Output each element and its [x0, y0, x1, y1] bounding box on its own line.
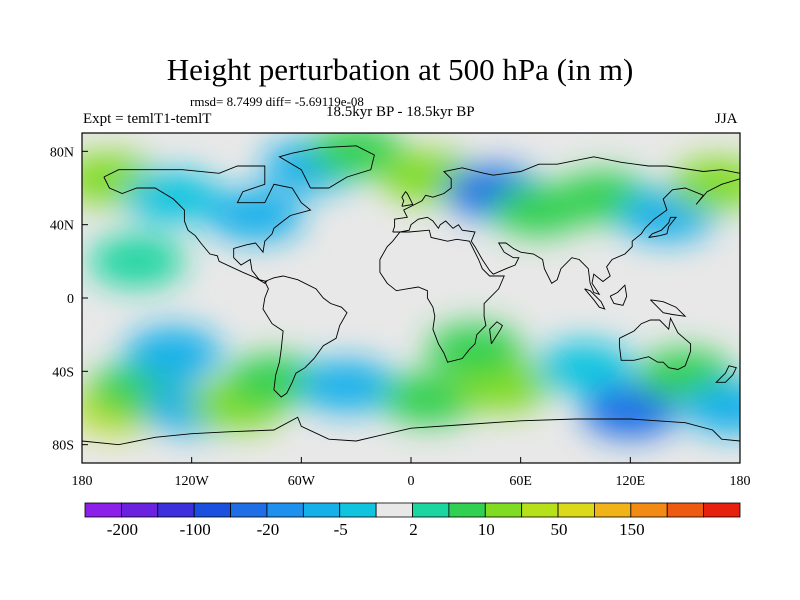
- coastline: [262, 275, 348, 398]
- x-tick-label: 180: [730, 474, 751, 489]
- field-region-9: [426, 323, 523, 376]
- height-field: [82, 133, 740, 438]
- colorbar-swatch: [484, 502, 523, 518]
- colorbar-label: -20: [257, 520, 280, 539]
- colorbar-label: 150: [619, 520, 645, 539]
- colorbar-label: -100: [180, 520, 211, 539]
- colorbar-swatch: [266, 502, 304, 518]
- field-region-25: [88, 235, 185, 288]
- colorbar-swatch: [84, 502, 122, 518]
- coastline: [584, 288, 606, 310]
- coastline: [103, 165, 312, 284]
- colorbar-swatch: [666, 502, 705, 518]
- colorbar-swatch: [630, 502, 668, 518]
- colorbar-swatch: [157, 502, 195, 518]
- y-tick-label: 80S: [52, 439, 74, 454]
- field-region-24: [670, 158, 740, 211]
- x-tick-label: 120E: [616, 474, 646, 489]
- colorbar-swatch: [412, 502, 450, 518]
- season-label: JJA: [715, 111, 738, 127]
- field-region-11: [582, 385, 679, 438]
- colorbar-swatch: [521, 502, 559, 518]
- coastline: [489, 321, 503, 345]
- coastline: [715, 365, 737, 383]
- chart-title: Height perturbation at 500 hPa (in m): [166, 52, 634, 87]
- field-region-5: [225, 354, 322, 407]
- coastline: [648, 216, 677, 238]
- colorbar-swatch: [448, 502, 486, 518]
- coastline: [278, 145, 375, 189]
- x-tick-label: 120W: [175, 474, 210, 489]
- colorbar: -200 -100 -20 -5 2 10 50 150: [84, 502, 741, 539]
- y-tick-label: 0: [67, 292, 74, 307]
- coastline: [379, 229, 505, 363]
- coastline: [392, 156, 740, 296]
- field-blobs: [82, 133, 740, 438]
- colorbar-swatch: [594, 502, 632, 518]
- stats-line: rmsd= 8.7499 diff= -5.69119e-08: [190, 94, 364, 109]
- colorbar-label: 50: [551, 520, 568, 539]
- coastline: [650, 299, 687, 317]
- y-tick-label: 80N: [50, 145, 74, 160]
- field-region-13: [682, 382, 740, 434]
- colorbar-swatch: [120, 502, 159, 518]
- y-tick-label: 40S: [52, 365, 74, 380]
- field-region-15: [125, 171, 222, 224]
- colorbar-label: 2: [409, 520, 418, 539]
- coastlines: [82, 145, 740, 446]
- coastline: [401, 190, 414, 207]
- x-tick-label: 180: [72, 474, 93, 489]
- field-region-18: [308, 133, 405, 178]
- x-tick-label: 0: [408, 474, 415, 489]
- field-region-16: [207, 189, 304, 242]
- field-region-10: [536, 341, 633, 394]
- colorbar-label: -200: [107, 520, 138, 539]
- coastline: [618, 316, 692, 370]
- y-tick-label: 40N: [50, 219, 74, 234]
- field-region-6: [299, 360, 396, 412]
- axes: 180 120W 60W 0 60E 120E 180 80N 40N 0 40S 80S: [50, 145, 751, 489]
- colorbar-label: 10: [478, 520, 495, 539]
- coastline: [82, 416, 740, 446]
- period-label: 18.5kyr BP - 18.5kyr BP: [326, 104, 475, 120]
- coastline: [609, 284, 628, 306]
- colorbar-swatch: [193, 502, 231, 518]
- colorbar-label: -5: [334, 520, 348, 539]
- colorbar-swatch: [339, 502, 377, 518]
- colorbar-swatch: [557, 502, 595, 518]
- colorbar-swatch: [375, 502, 413, 518]
- colorbar-swatch: [230, 502, 268, 518]
- field-region-7: [381, 372, 478, 425]
- x-tick-label: 60E: [509, 474, 532, 489]
- field-region-2: [125, 327, 222, 379]
- x-tick-label: 60W: [288, 474, 316, 489]
- colorbar-swatch: [703, 502, 741, 518]
- experiment-label: Expt = temlT1-temlT: [83, 111, 212, 127]
- colorbar-swatch: [302, 502, 341, 518]
